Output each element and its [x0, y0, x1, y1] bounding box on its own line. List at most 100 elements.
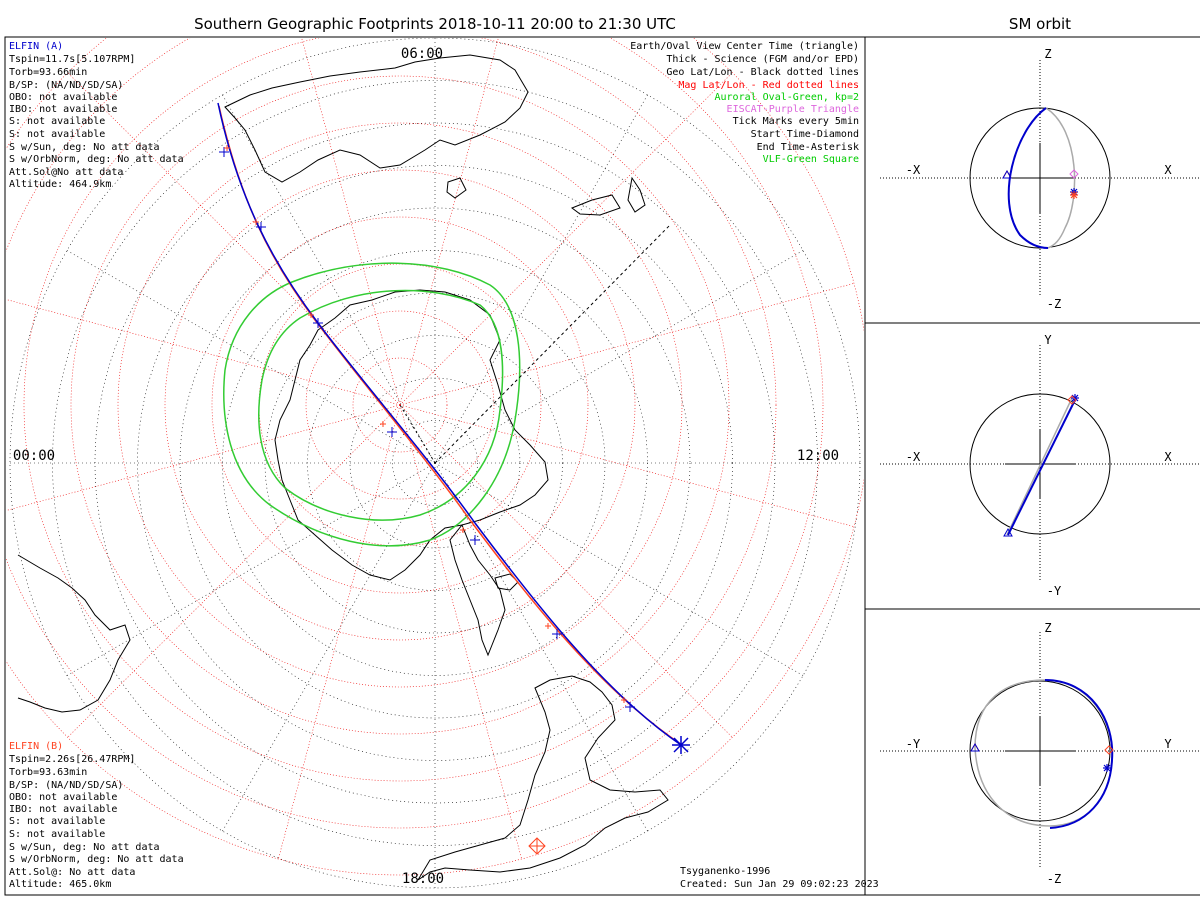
orbit-asterisk-marker: [1070, 191, 1078, 199]
elfin-b-line: Torb=93.63min: [9, 767, 87, 778]
geo-lat-circle: [179, 207, 691, 719]
map-frame: [4, 36, 866, 896]
elfin-b-line: OBO: not available: [9, 792, 117, 803]
mag-lon-line: [6, 299, 401, 406]
elfin-a-header: ELFIN (A): [9, 41, 63, 52]
orbit-b-path: [974, 679, 1113, 827]
elfin-b-line: Altitude: 465.0km: [9, 879, 111, 890]
legend-item: Geo Lat/Lon - Black dotted lines: [666, 67, 859, 78]
axis-label-top: Z: [1044, 47, 1051, 61]
elfin-a-line: S: not available: [9, 116, 105, 127]
axis-label-right: X: [1164, 163, 1172, 177]
mag-lon-line: [6, 404, 401, 511]
geo-lon-line: [66, 462, 436, 676]
mag-lon-line: [399, 72, 733, 406]
axis-label-bottom: -Z: [1047, 872, 1061, 886]
mag-lon-line: [399, 283, 855, 406]
auroral-oval-inner: [258, 289, 504, 521]
mag-lon-line: [399, 404, 733, 738]
legend-item: Mag Lat/Lon - Red dotted lines: [678, 80, 859, 91]
elfin-b-line: S: not available: [9, 829, 105, 840]
auroral-ovals: [223, 262, 521, 547]
australia-coast: [224, 54, 529, 183]
orbit-a-path: [1007, 107, 1049, 249]
axis-label-top: Z: [1044, 621, 1051, 635]
orbit-triangle-marker: [1002, 169, 1012, 179]
elfin-a-line: Altitude: 464.9km: [9, 179, 111, 190]
geo-lat-circle: [392, 420, 478, 506]
elfin-b-info: ELFIN (B) Tspin=2.26s[26.47RPM] Torb=93.…: [9, 741, 184, 890]
legend-item: End Time-Asterisk: [757, 142, 859, 153]
elfin-b-line: S w/Sun, deg: No att data: [9, 842, 160, 853]
elfin-b-header: ELFIN (B): [9, 741, 63, 752]
elfin-a-line: Torb=93.66min: [9, 67, 87, 78]
elfin-a-line: OBO: not available: [9, 92, 117, 103]
mag-lon-line: [67, 72, 401, 406]
geo-lon-line: [434, 462, 648, 832]
antarctic-peninsula: [449, 524, 506, 657]
orbit-a-path: [1044, 679, 1114, 829]
south-america-coast: [417, 675, 669, 881]
elfin-a-line: Tspin=11.7s[5.107RPM]: [9, 54, 135, 65]
south-georgia: [494, 573, 519, 591]
credit-created: Created: Sun Jan 29 09:02:23 2023: [680, 879, 879, 890]
orbit-diamond-marker: [1104, 745, 1114, 755]
mag-lon-line: [278, 404, 401, 860]
mag-lat-circle: [211, 216, 589, 594]
geo-lat-circle: [137, 165, 733, 761]
time-label-bottom: 18:00: [402, 871, 444, 887]
elfin-a-line: S: not available: [9, 129, 105, 140]
elfin-a-line: Att.Sol@No att data: [9, 167, 123, 178]
credit: Tsyganenko-1996 Created: Sun Jan 29 09:0…: [680, 866, 879, 890]
axis-label-bottom: -Z: [1047, 297, 1061, 311]
orbit-asterisk-marker: [1103, 764, 1111, 772]
mag-lat-circle: [305, 310, 495, 500]
mag-lat-circle: [6, 38, 824, 829]
diamond-marker: [528, 837, 546, 855]
new-zealand-north: [627, 176, 646, 213]
elfin-a-ticks: [219, 147, 635, 712]
sm-orbit-title: SM orbit: [1009, 15, 1071, 33]
geo-lat-circle: [307, 335, 563, 591]
view-center-spur: [399, 404, 436, 464]
axis-label-bottom: -Y: [1047, 584, 1062, 598]
time-label-right: 12:00: [797, 448, 839, 464]
mag-lat-circle: [352, 357, 448, 453]
time-label-top: 06:00: [401, 46, 443, 62]
legend-item: Auroral Oval-Green, kp=2: [715, 92, 860, 103]
mag-lon-line: [399, 404, 855, 527]
legend-item: VLF-Green Square: [763, 154, 859, 165]
orbit-b-path: [1006, 397, 1073, 536]
mag-lon-line: [399, 38, 499, 406]
elfin-b-line: Att.Sol@: No att data: [9, 867, 135, 878]
elfin-b-line: B/SP: (NA/ND/SD/SA): [9, 780, 123, 791]
geo-lon-line: [222, 462, 436, 832]
elfin-a-line: S w/OrbNorm, deg: No att data: [9, 154, 184, 165]
orbit-triangle-marker: [1003, 527, 1013, 537]
elfin-b-ticks: [224, 145, 627, 703]
orbit-a-path: [1007, 397, 1077, 536]
orbit-markers: [970, 169, 1114, 772]
mag-lat-circle: [6, 38, 864, 876]
auroral-oval-outer: [223, 262, 521, 547]
sm-panel-xy: Y -Y -X X: [880, 333, 1200, 598]
elfin-a-track: [217, 102, 682, 746]
mag-grid: [6, 38, 864, 876]
new-zealand-south: [570, 194, 621, 216]
mag-lat-circle: [70, 75, 730, 735]
orbit-diamond-marker: [1069, 169, 1079, 179]
elfin-a-line: B/SP: (NA/ND/SD/SA): [9, 80, 123, 91]
axis-label-left: -X: [906, 163, 921, 177]
orbit-b-path: [1045, 107, 1076, 249]
legend-item: Earth/Oval View Center Time (triangle): [630, 41, 859, 52]
legend-item: Start Time-Diamond: [751, 129, 859, 140]
coastlines: [17, 54, 669, 881]
geo-lon-line: [434, 94, 648, 464]
elfin-a-info: ELFIN (A) Tspin=11.7s[5.107RPM] Torb=93.…: [9, 41, 184, 190]
orbit-triangle-marker: [970, 742, 980, 752]
time-label-left: 00:00: [13, 448, 55, 464]
elfin-b-line: S: not available: [9, 816, 105, 827]
elfin-a-line: IBO: not available: [9, 104, 117, 115]
geo-lon-line: [222, 94, 436, 464]
